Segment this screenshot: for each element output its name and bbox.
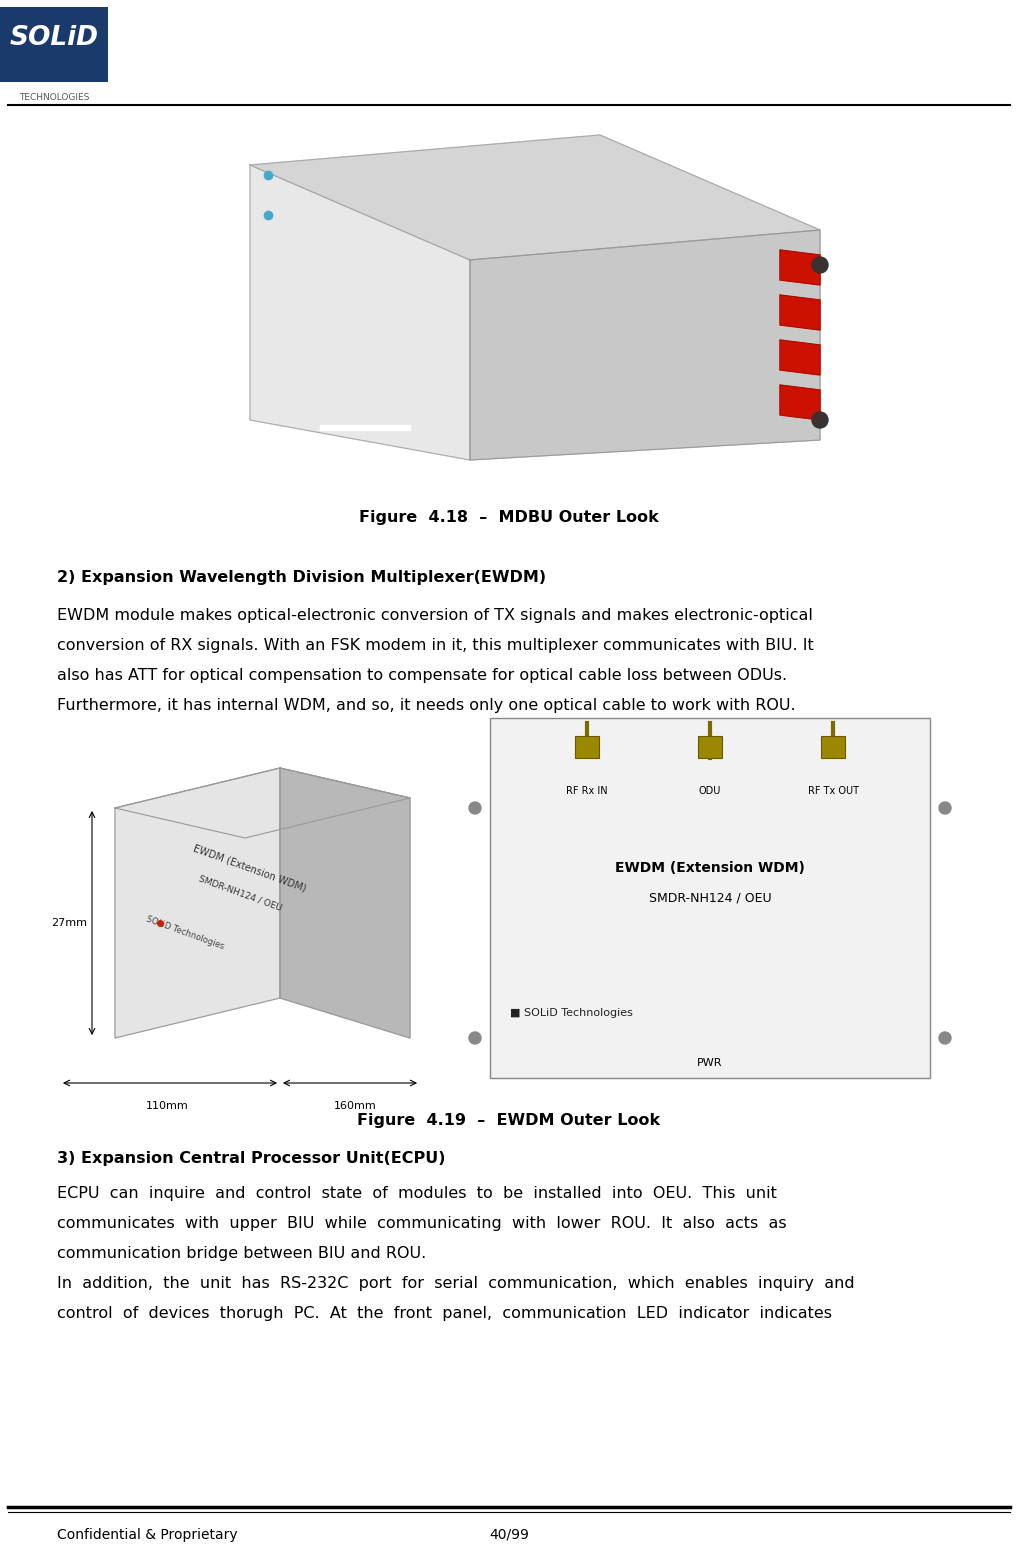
Bar (698, 736, 722, 758)
Polygon shape (115, 768, 410, 838)
Circle shape (939, 802, 951, 814)
Text: communicates  with  upper  BIU  while  communicating  with  lower  ROU.  It  als: communicates with upper BIU while commun… (57, 1215, 787, 1231)
Polygon shape (780, 295, 821, 331)
Text: conversion of RX signals. With an FSK modem in it, this multiplexer communicates: conversion of RX signals. With an FSK mo… (57, 638, 813, 654)
Text: PWR: PWR (697, 1058, 723, 1069)
Circle shape (469, 1033, 480, 1044)
Text: 27mm: 27mm (51, 917, 87, 928)
Text: SOLiD Technologies: SOLiD Technologies (145, 914, 225, 952)
Text: 40/99: 40/99 (489, 1527, 529, 1541)
Polygon shape (780, 340, 821, 374)
Text: 160mm: 160mm (334, 1101, 377, 1111)
Text: Confidential & Proprietary: Confidential & Proprietary (57, 1527, 237, 1541)
Bar (490, 718, 930, 1078)
Text: Furthermore, it has internal WDM, and so, it needs only one optical cable to wor: Furthermore, it has internal WDM, and so… (57, 697, 796, 713)
Text: SMDR-NH124 / OEU: SMDR-NH124 / OEU (648, 891, 772, 905)
Polygon shape (280, 768, 410, 1037)
Polygon shape (780, 250, 821, 285)
Text: TECHNOLOGIES: TECHNOLOGIES (18, 94, 90, 101)
Polygon shape (250, 165, 470, 460)
Circle shape (812, 257, 828, 273)
Polygon shape (320, 424, 410, 431)
Text: SMDR-NH124 / OEU: SMDR-NH124 / OEU (197, 874, 283, 913)
Bar (822, 736, 845, 758)
Text: also has ATT for optical compensation to compensate for optical cable loss betwe: also has ATT for optical compensation to… (57, 668, 787, 683)
Text: 3) Expansion Central Processor Unit(ECPU): 3) Expansion Central Processor Unit(ECPU… (57, 1151, 446, 1165)
Text: Figure  4.18  –  MDBU Outer Look: Figure 4.18 – MDBU Outer Look (359, 510, 659, 526)
Text: ODU: ODU (698, 786, 721, 796)
Polygon shape (250, 136, 821, 261)
Text: 110mm: 110mm (147, 1101, 189, 1111)
Text: ■ SOLiD Technologies: ■ SOLiD Technologies (510, 1008, 633, 1019)
Text: 2) Expansion Wavelength Division Multiplexer(EWDM): 2) Expansion Wavelength Division Multipl… (57, 569, 546, 585)
Polygon shape (470, 229, 821, 460)
Circle shape (469, 802, 480, 814)
Text: SOLiD: SOLiD (9, 25, 99, 51)
Text: communication bridge between BIU and ROU.: communication bridge between BIU and ROU… (57, 1246, 427, 1260)
Text: ECPU  can  inquire  and  control  state  of  modules  to  be  installed  into  O: ECPU can inquire and control state of mo… (57, 1186, 777, 1201)
Text: Figure  4.19  –  EWDM Outer Look: Figure 4.19 – EWDM Outer Look (357, 1112, 661, 1128)
Bar (575, 736, 599, 758)
Bar (0, 6, 108, 83)
Polygon shape (115, 768, 280, 1037)
Circle shape (812, 412, 828, 427)
Text: EWDM (Extension WDM): EWDM (Extension WDM) (615, 861, 805, 875)
Polygon shape (780, 385, 821, 420)
Text: EWDM module makes optical-electronic conversion of TX signals and makes electron: EWDM module makes optical-electronic con… (57, 608, 813, 622)
Text: RF Tx OUT: RF Tx OUT (807, 786, 859, 796)
Text: EWDM (Extension WDM): EWDM (Extension WDM) (192, 842, 307, 894)
Text: control  of  devices  thorugh  PC.  At  the  front  panel,  communication  LED  : control of devices thorugh PC. At the fr… (57, 1306, 832, 1321)
Circle shape (939, 1033, 951, 1044)
Text: RF Rx IN: RF Rx IN (566, 786, 608, 796)
Text: In  addition,  the  unit  has  RS-232C  port  for  serial  communication,  which: In addition, the unit has RS-232C port f… (57, 1276, 855, 1292)
